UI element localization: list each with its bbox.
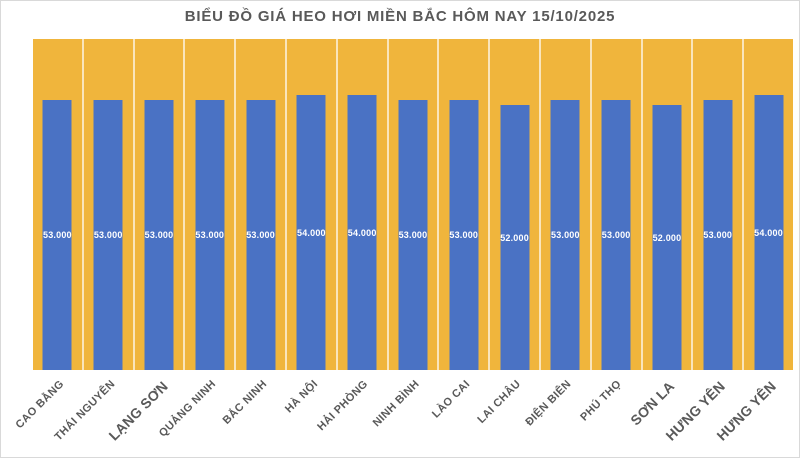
x-axis-label: LAI CHÂU bbox=[474, 378, 523, 426]
x-axis-label: HẢI PHÒNG bbox=[315, 378, 371, 434]
category-column: 52.000 bbox=[643, 39, 694, 370]
bar: 53.000 bbox=[449, 100, 479, 370]
bar-value-label: 53.000 bbox=[550, 230, 580, 241]
category-column: 53.000 bbox=[84, 39, 135, 370]
bar: 53.000 bbox=[195, 100, 225, 370]
bar: 54.000 bbox=[296, 95, 326, 370]
bar: 53.000 bbox=[601, 100, 631, 370]
category-column: 53.000 bbox=[33, 39, 84, 370]
bar-value-label: 53.000 bbox=[703, 230, 733, 241]
bar-value-label: 53.000 bbox=[398, 230, 428, 241]
bar: 54.000 bbox=[347, 95, 377, 370]
x-axis-label: NINH BÌNH bbox=[370, 378, 422, 430]
bar-value-label: 53.000 bbox=[93, 230, 123, 241]
bar: 53.000 bbox=[42, 100, 72, 370]
bar-value-label: 52.000 bbox=[652, 232, 682, 243]
x-axis-label: ĐIỆN BIÊN bbox=[523, 378, 574, 429]
category-column: 54.000 bbox=[287, 39, 338, 370]
bar: 53.000 bbox=[703, 100, 733, 370]
category-column: 52.000 bbox=[490, 39, 541, 370]
bar-value-label: 54.000 bbox=[347, 227, 377, 238]
bar: 53.000 bbox=[144, 100, 174, 370]
category-column: 53.000 bbox=[135, 39, 186, 370]
bar-value-label: 53.000 bbox=[246, 230, 275, 241]
plot-area: 53.000 53.000 53.000 53.000 53.000 54.000 54.0… bbox=[33, 39, 793, 370]
bar: 54.000 bbox=[754, 95, 784, 370]
category-column: 53.000 bbox=[592, 39, 643, 370]
bar-value-label: 53.000 bbox=[449, 230, 479, 241]
bar-value-label: 53.000 bbox=[144, 230, 174, 241]
category-column: 53.000 bbox=[185, 39, 237, 370]
category-column: 53.000 bbox=[389, 39, 440, 370]
bar: 52.000 bbox=[652, 105, 682, 370]
x-axis-label: PHÚ THỌ bbox=[578, 378, 625, 424]
x-axis-label: SƠN LA bbox=[627, 378, 678, 429]
bar-value-label: 52.000 bbox=[500, 232, 529, 243]
chart-title: BIỂU ĐỒ GIÁ HEO HƠI MIỀN BẮC HÔM NAY 15/… bbox=[184, 8, 616, 25]
x-axis-label: LÀO CAI bbox=[429, 378, 473, 421]
bar: 53.000 bbox=[398, 100, 428, 370]
bar-value-label: 54.000 bbox=[297, 227, 326, 238]
category-column: 53.000 bbox=[439, 39, 491, 370]
bar: 53.000 bbox=[246, 100, 276, 370]
bar-value-label: 53.000 bbox=[43, 230, 72, 241]
bar-value-label: 54.000 bbox=[754, 227, 783, 238]
category-column: 54.000 bbox=[338, 39, 389, 370]
category-column: 53.000 bbox=[541, 39, 592, 370]
x-axis-label: BẮC NINH bbox=[220, 378, 270, 427]
x-axis-label: HÀ NỘI bbox=[282, 378, 321, 416]
category-column: 54.000 bbox=[744, 39, 793, 370]
bar: 53.000 bbox=[550, 100, 580, 370]
category-column: 53.000 bbox=[693, 39, 745, 370]
bar-value-label: 53.000 bbox=[601, 230, 631, 241]
bar-value-label: 53.000 bbox=[195, 230, 225, 241]
category-column: 53.000 bbox=[236, 39, 287, 370]
bar: 53.000 bbox=[93, 100, 123, 370]
x-axis-labels: CAO BẰNG THÁI NGUYÊN LẠNG SƠN QUẢNG NINH BẮC… bbox=[14, 370, 793, 458]
bar: 52.000 bbox=[500, 105, 530, 370]
